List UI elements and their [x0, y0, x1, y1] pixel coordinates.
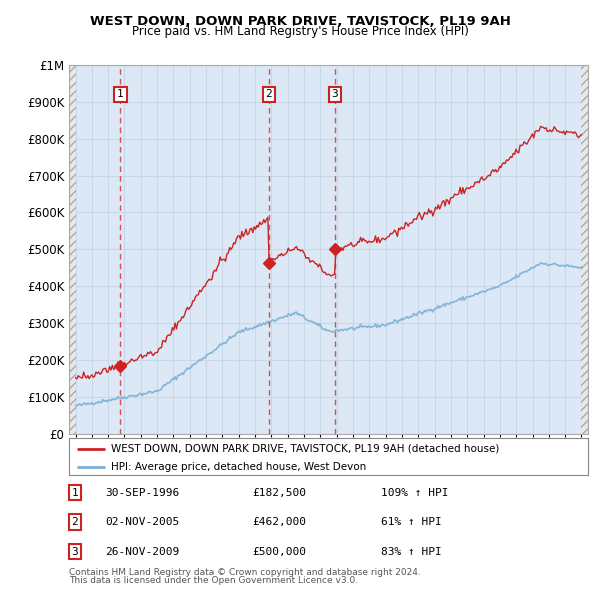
Text: 3: 3 — [332, 90, 338, 99]
Bar — [581, 65, 588, 434]
Text: 30-SEP-1996: 30-SEP-1996 — [105, 488, 179, 497]
Text: WEST DOWN, DOWN PARK DRIVE, TAVISTOCK, PL19 9AH (detached house): WEST DOWN, DOWN PARK DRIVE, TAVISTOCK, P… — [110, 444, 499, 454]
Text: 61% ↑ HPI: 61% ↑ HPI — [381, 517, 442, 527]
Text: 1: 1 — [117, 90, 124, 99]
Text: 3: 3 — [71, 547, 79, 556]
Text: 1: 1 — [71, 488, 79, 497]
Text: This data is licensed under the Open Government Licence v3.0.: This data is licensed under the Open Gov… — [69, 576, 358, 585]
Text: Price paid vs. HM Land Registry's House Price Index (HPI): Price paid vs. HM Land Registry's House … — [131, 25, 469, 38]
Text: 02-NOV-2005: 02-NOV-2005 — [105, 517, 179, 527]
Text: £500,000: £500,000 — [252, 547, 306, 556]
Text: £182,500: £182,500 — [252, 488, 306, 497]
Text: HPI: Average price, detached house, West Devon: HPI: Average price, detached house, West… — [110, 462, 366, 472]
Text: 109% ↑ HPI: 109% ↑ HPI — [381, 488, 449, 497]
Text: 2: 2 — [71, 517, 79, 527]
Text: WEST DOWN, DOWN PARK DRIVE, TAVISTOCK, PL19 9AH: WEST DOWN, DOWN PARK DRIVE, TAVISTOCK, P… — [89, 15, 511, 28]
Bar — [69, 65, 76, 434]
Text: £462,000: £462,000 — [252, 517, 306, 527]
Text: 26-NOV-2009: 26-NOV-2009 — [105, 547, 179, 556]
Text: 2: 2 — [265, 90, 272, 99]
Text: Contains HM Land Registry data © Crown copyright and database right 2024.: Contains HM Land Registry data © Crown c… — [69, 568, 421, 577]
Text: 83% ↑ HPI: 83% ↑ HPI — [381, 547, 442, 556]
